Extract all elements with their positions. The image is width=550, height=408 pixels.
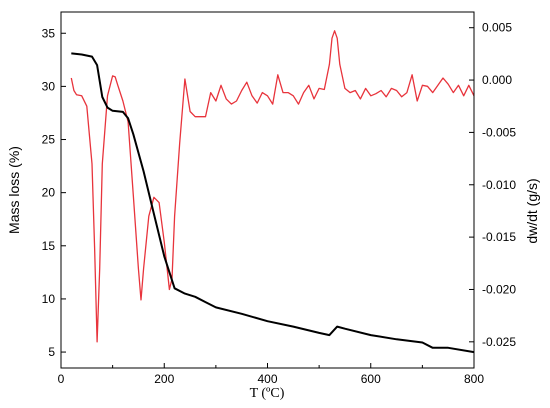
y-left-tick-label: 35	[42, 26, 56, 40]
x-tick-label: 0	[58, 372, 65, 386]
y-right-tick-label: -0.010	[482, 178, 516, 192]
y-right-ticks: -0.025 -0.020 -0.015 -0.010 -0.005 0.000 0.005	[469, 21, 516, 349]
x-ticks: 0 200 400 600 800	[58, 363, 484, 386]
x-tick-label: 600	[361, 372, 381, 386]
x-tick-label: 400	[257, 372, 277, 386]
x-tick-label: 200	[154, 372, 174, 386]
y-left-tick-label: 5	[48, 345, 55, 359]
y-left-tick-label: 30	[42, 79, 56, 93]
y-right-tick-label: 0.005	[482, 21, 512, 35]
y-right-tick-label: -0.005	[482, 125, 516, 139]
y-left-tick-label: 20	[42, 186, 56, 200]
x-axis-title: T (ºC)	[250, 386, 285, 401]
x-tick-label: 800	[464, 372, 484, 386]
y-right-tick-label: -0.015	[482, 230, 516, 244]
y-right-axis-title: dw/dt (g/s)	[524, 178, 540, 243]
plot-frame	[60, 11, 475, 369]
y-left-ticks: 5 10 15 20 25 30 35	[42, 26, 66, 359]
mass-loss-series-line	[71, 52, 475, 354]
y-left-tick-label: 25	[42, 133, 56, 147]
y-left-tick-label: 15	[42, 239, 56, 253]
y-right-tick-label: -0.020	[482, 282, 516, 296]
red-series	[70, 30, 475, 343]
dw-dt-series-line	[70, 30, 475, 343]
black-series	[71, 52, 475, 354]
y-right-tick-label: 0.000	[482, 73, 512, 87]
y-right-tick-label: -0.025	[482, 335, 516, 349]
y-left-tick-label: 10	[42, 292, 56, 306]
y-left-axis-title: Mass loss (%)	[6, 146, 22, 234]
